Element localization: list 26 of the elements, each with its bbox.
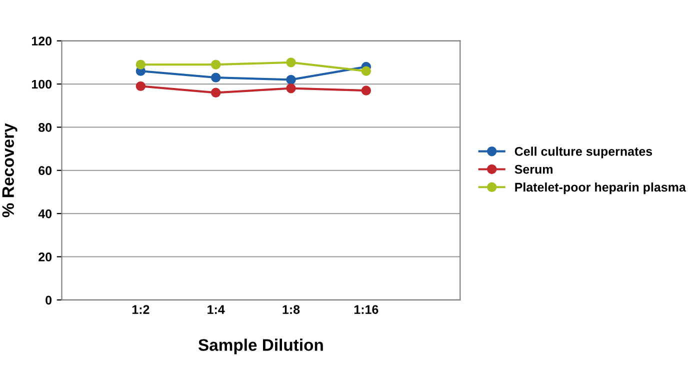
y-tick-label: 100 <box>32 80 52 89</box>
point <box>361 86 372 96</box>
point <box>361 66 372 76</box>
y-tick-label: 20 <box>38 252 52 262</box>
point <box>136 81 146 92</box>
legend-label: Serum <box>514 164 552 174</box>
y-tick-label: 40 <box>38 209 52 218</box>
point <box>286 83 296 94</box>
point <box>286 58 296 68</box>
x-tick-label: 1:2 <box>132 305 150 314</box>
y-tick-label: 80 <box>38 123 52 132</box>
x-axis-title: Sample Dilution <box>198 338 323 354</box>
point <box>210 60 221 70</box>
point <box>210 72 221 82</box>
legend-label: Platelet-poor heparin plasma <box>515 182 686 194</box>
point <box>136 60 146 70</box>
point <box>286 74 296 85</box>
x-tick-label: 1:8 <box>282 305 300 314</box>
x-tick-label: 1:4 <box>208 305 225 314</box>
y-tick-label: 60 <box>38 166 52 176</box>
legend-label: Cell culture supernates <box>514 146 652 158</box>
y-axis-title: % Recovery <box>2 123 18 218</box>
x-tick-label: 1:16 <box>354 305 378 314</box>
y-tick-label: 0 <box>46 296 52 305</box>
y-tick-label: 120 <box>32 36 52 46</box>
point <box>210 88 221 98</box>
